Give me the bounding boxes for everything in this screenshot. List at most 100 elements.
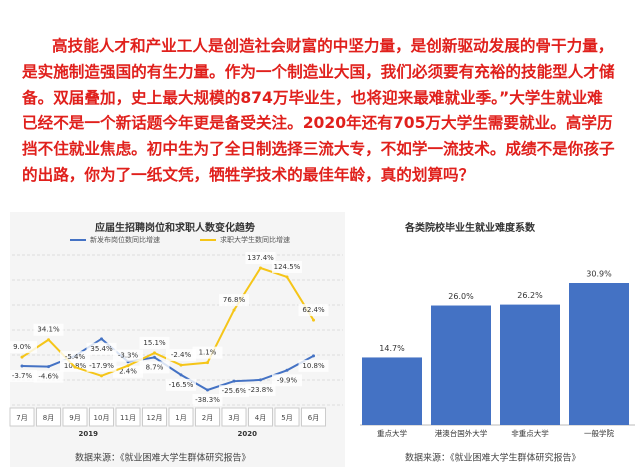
- point: [232, 379, 236, 383]
- value-label: -25.6%: [222, 387, 247, 395]
- point: [100, 374, 103, 378]
- x-tick-label: 港澳台国外大学: [435, 428, 488, 438]
- point: [126, 364, 130, 368]
- category-box: [115, 407, 141, 427]
- source: 数据来源：《就业困难大学生群体研究报告》: [75, 452, 251, 464]
- point: [153, 351, 156, 355]
- category-box: [221, 407, 247, 427]
- category-box: [9, 407, 35, 427]
- value-label: 76.8%: [223, 296, 246, 304]
- value-label: 30.9%: [586, 270, 612, 279]
- paragraph-line: 已经不是一个新话题今年更是备受关注。2020年还有705万大学生需要就业。高学历: [22, 114, 613, 133]
- point: [285, 368, 289, 372]
- category-box: [62, 407, 88, 427]
- paragraph-line: 的出路，你为了一纸文凭，牺牲学技术的最佳年龄，真的划算吗？: [22, 165, 475, 184]
- label-bg: [86, 342, 117, 355]
- value-label: -17.9%: [89, 362, 114, 370]
- x-tick-label: 重点大学: [377, 428, 407, 438]
- bar: [569, 283, 629, 425]
- bar: [362, 357, 422, 425]
- value-label: 10.8%: [302, 362, 325, 370]
- category-box: [168, 407, 194, 427]
- point: [20, 364, 24, 368]
- paragraph-line: 备。双届叠加，史上最大规模的874万毕业生，也将迎来最难就业季。”大学生就业难: [22, 88, 603, 107]
- x-tick-label: 2月: [202, 414, 213, 422]
- value-label: -5.4%: [65, 353, 86, 361]
- category-box: [142, 407, 167, 427]
- label-bg: [33, 370, 64, 383]
- x-tick-label: 7月: [16, 414, 27, 422]
- legend-label: 新发布岗位数同比增速: [90, 235, 160, 244]
- value-label: 26.2%: [517, 291, 543, 300]
- legend-label: 求职大学生数同比增速: [220, 235, 290, 244]
- category-box: [248, 407, 273, 427]
- x-tick-label: 10月: [94, 414, 110, 422]
- value-label: 1.1%: [199, 349, 217, 357]
- label-bg: [272, 260, 302, 273]
- value-label: -23.8%: [248, 386, 273, 394]
- left-chart-bg: [10, 212, 345, 467]
- point: [100, 337, 103, 341]
- label-bg: [192, 346, 223, 359]
- point: [73, 365, 77, 369]
- x-tick-label: 8月: [43, 414, 54, 422]
- point: [153, 355, 156, 359]
- point: [285, 275, 289, 279]
- value-label: 9.0%: [13, 343, 31, 351]
- value-label: -9.9%: [277, 376, 298, 384]
- category-box: [89, 407, 114, 427]
- x-tick-label: 一般学院: [584, 428, 614, 438]
- value-label: -38.3%: [195, 396, 220, 404]
- value-label: 124.5%: [274, 263, 301, 271]
- value-label: 62.4%: [302, 306, 325, 314]
- label-bg: [7, 341, 37, 354]
- value-label: 15.1%: [143, 339, 166, 347]
- value-label: 14.7%: [379, 344, 405, 353]
- x-tick-label: 12月: [147, 414, 163, 422]
- point: [179, 373, 183, 377]
- point: [259, 378, 262, 382]
- value-label: -16.5%: [169, 381, 194, 389]
- paragraph-line: 是实施制造强国的有生力量。作为一个制造业大国，我们必须要有充裕的技能型人才储: [22, 62, 615, 81]
- value-label: 34.1%: [37, 326, 60, 334]
- value-label: 2.4%: [119, 368, 137, 376]
- x-tick-label: 3月: [228, 414, 239, 422]
- label-bg: [33, 323, 64, 336]
- label-bg: [219, 385, 249, 398]
- label-bg: [245, 383, 276, 396]
- x-tick-label: 9月: [69, 414, 80, 422]
- category-box: [36, 407, 61, 427]
- source: 数据来源：《就业困难大学生群体研究报告》: [405, 452, 581, 464]
- label-bg: [298, 304, 329, 317]
- paragraph-line: 高技能人才和产业工人是创造社会财富的中坚力量，是创新驱动发展的骨干力量，: [52, 37, 614, 55]
- paragraph-line: 挡不住就业焦虑。初中生为了全日制选择三流大专，不如学一流技术。成绩不是你孩子: [22, 140, 615, 159]
- paragraph: 高技能人才和产业工人是创造社会财富的中坚力量，是创新驱动发展的骨干力量， 是实施制…: [22, 34, 622, 189]
- point: [179, 363, 183, 367]
- point: [47, 365, 50, 369]
- point: [47, 338, 50, 342]
- label-bg: [192, 394, 223, 406]
- label-bg: [86, 359, 117, 372]
- point: [20, 355, 24, 359]
- label-bg: [272, 374, 302, 387]
- bar: [431, 305, 491, 425]
- category-box: [195, 407, 220, 427]
- category-box: [274, 407, 300, 427]
- bar: [500, 304, 560, 425]
- value-label: -3.7%: [12, 372, 33, 380]
- point: [259, 266, 262, 270]
- label-bg: [113, 349, 143, 362]
- value-label: 26.0%: [448, 292, 474, 301]
- value-label: 137.4%: [247, 254, 274, 262]
- point: [206, 388, 209, 392]
- label-bg: [298, 359, 329, 372]
- label-bg: [139, 336, 170, 349]
- point: [232, 308, 236, 312]
- value-label: -2.4%: [171, 351, 192, 359]
- x-tick-label: 5月: [281, 414, 292, 422]
- x-tick-label: 4月: [255, 414, 266, 422]
- year-label: 2020: [238, 430, 258, 438]
- label-bg: [60, 351, 90, 364]
- label-bg: [139, 361, 170, 374]
